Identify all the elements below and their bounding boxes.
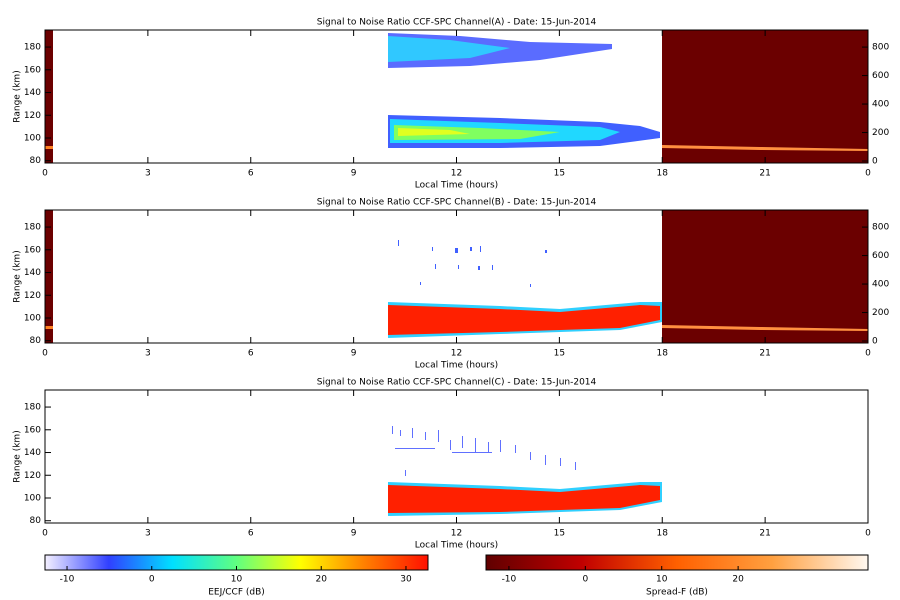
- y-tick-label: 120: [24, 291, 41, 301]
- x-tick-label: 3: [145, 169, 151, 179]
- spread-f-region: [662, 30, 868, 163]
- chart-title: Signal to Noise Ratio CCF-SPC Channel(B)…: [317, 198, 597, 208]
- colorbar-tick-label: 10: [656, 575, 668, 585]
- colorbar: [485, 554, 869, 571]
- y-tick-label: 140: [24, 448, 41, 458]
- y2-tick-label: 0: [872, 337, 878, 347]
- y2-tick-label: 200: [872, 308, 889, 318]
- heatmap-c: [388, 426, 662, 516]
- spread-f-region: [662, 210, 868, 343]
- y-tick-label: 140: [24, 268, 41, 278]
- y-tick-label: 100: [24, 313, 41, 323]
- y-tick-label: 160: [24, 425, 41, 435]
- y2-tick-label: 600: [872, 251, 889, 261]
- x-tick-label: 9: [351, 529, 357, 539]
- x-tick-label: 6: [248, 169, 254, 179]
- x-tick-label: 12: [451, 169, 462, 179]
- colorbar-tick-label: 10: [231, 575, 243, 585]
- x-tick-label: 0: [42, 529, 48, 539]
- y2-tick-label: 400: [872, 280, 889, 290]
- colorbar-tick-label: 0: [582, 575, 588, 585]
- y2-tick-label: 600: [872, 71, 889, 81]
- x-tick-label: 9: [351, 349, 357, 359]
- echo-line: [662, 325, 868, 331]
- colorbar-tick-label: -10: [60, 575, 75, 585]
- y2-tick-label: 200: [872, 128, 889, 138]
- chart-title: Signal to Noise Ratio CCF-SPC Channel(A)…: [317, 18, 597, 28]
- y-tick-label: 180: [24, 43, 41, 53]
- x-tick-label: 3: [145, 529, 151, 539]
- y-tick-label: 180: [24, 403, 41, 413]
- y2-tick-label: 800: [872, 43, 889, 53]
- x-tick-label: 15: [554, 169, 565, 179]
- y-axis-label: Range (km): [13, 430, 23, 482]
- spread-f-region: [45, 210, 53, 343]
- x-tick-label: 0: [42, 169, 48, 179]
- scatter-echoes: [398, 240, 547, 287]
- x-tick-label: 18: [657, 349, 669, 359]
- x-tick-label: 21: [759, 349, 770, 359]
- echo-line: [662, 145, 868, 151]
- spread-f-region: [45, 30, 53, 163]
- x-axis-label: Local Time (hours): [415, 541, 498, 551]
- echo-band: [388, 305, 660, 335]
- heatmap-b: [45, 210, 868, 343]
- chart-title: Signal to Noise Ratio CCF-SPC Channel(C)…: [317, 378, 597, 388]
- y-tick-label: 160: [24, 65, 41, 75]
- echo-line: [45, 146, 53, 149]
- x-tick-label: 0: [865, 349, 871, 359]
- x-tick-label: 0: [42, 349, 48, 359]
- y-tick-label: 80: [30, 156, 42, 166]
- x-tick-label: 6: [248, 349, 254, 359]
- y-axis-label: Range (km): [13, 70, 23, 122]
- echo-core: [398, 128, 470, 136]
- x-tick-label: 9: [351, 169, 357, 179]
- x-tick-label: 12: [451, 529, 462, 539]
- y-tick-label: 120: [24, 111, 41, 121]
- x-tick-label: 6: [248, 529, 254, 539]
- x-tick-label: 18: [657, 169, 669, 179]
- x-tick-label: 0: [865, 529, 871, 539]
- x-axis-label: Local Time (hours): [415, 361, 498, 371]
- x-tick-label: 0: [865, 169, 871, 179]
- x-tick-label: 15: [554, 529, 565, 539]
- colorbar-tick-label: 0: [149, 575, 155, 585]
- colorbar-tick-label: 20: [316, 575, 328, 585]
- echo-band: [388, 36, 510, 62]
- x-tick-label: 18: [657, 529, 669, 539]
- x-tick-label: 12: [451, 349, 462, 359]
- y-tick-label: 180: [24, 223, 41, 233]
- x-tick-label: 3: [145, 349, 151, 359]
- colorbar-label: EEJ/CCF (dB): [208, 588, 265, 598]
- scatter-echoes: [392, 426, 576, 476]
- y2-tick-label: 800: [872, 223, 889, 233]
- y-tick-label: 80: [30, 336, 42, 346]
- echo-core: [394, 125, 560, 140]
- colorbar-label: Spread-F (dB): [646, 588, 708, 598]
- x-tick-label: 21: [759, 169, 770, 179]
- x-axis-label: Local Time (hours): [415, 181, 498, 191]
- colorbar-tick-label: 30: [400, 575, 412, 585]
- y-tick-label: 100: [24, 493, 41, 503]
- y2-tick-label: 400: [872, 100, 889, 110]
- x-tick-label: 21: [759, 529, 770, 539]
- y-tick-label: 160: [24, 245, 41, 255]
- y2-tick-label: 0: [872, 157, 878, 167]
- echo-band: [388, 485, 660, 513]
- y-axis-label: Range (km): [13, 250, 23, 302]
- colorbar-tick-label: -10: [502, 575, 517, 585]
- y-tick-label: 80: [30, 516, 42, 526]
- x-tick-label: 15: [554, 349, 565, 359]
- colorbar-tick-label: 20: [732, 575, 744, 585]
- heatmap-a: [45, 30, 868, 163]
- y-tick-label: 100: [24, 133, 41, 143]
- y-tick-label: 120: [24, 471, 41, 481]
- echo-line: [45, 326, 53, 329]
- y-tick-label: 140: [24, 88, 41, 98]
